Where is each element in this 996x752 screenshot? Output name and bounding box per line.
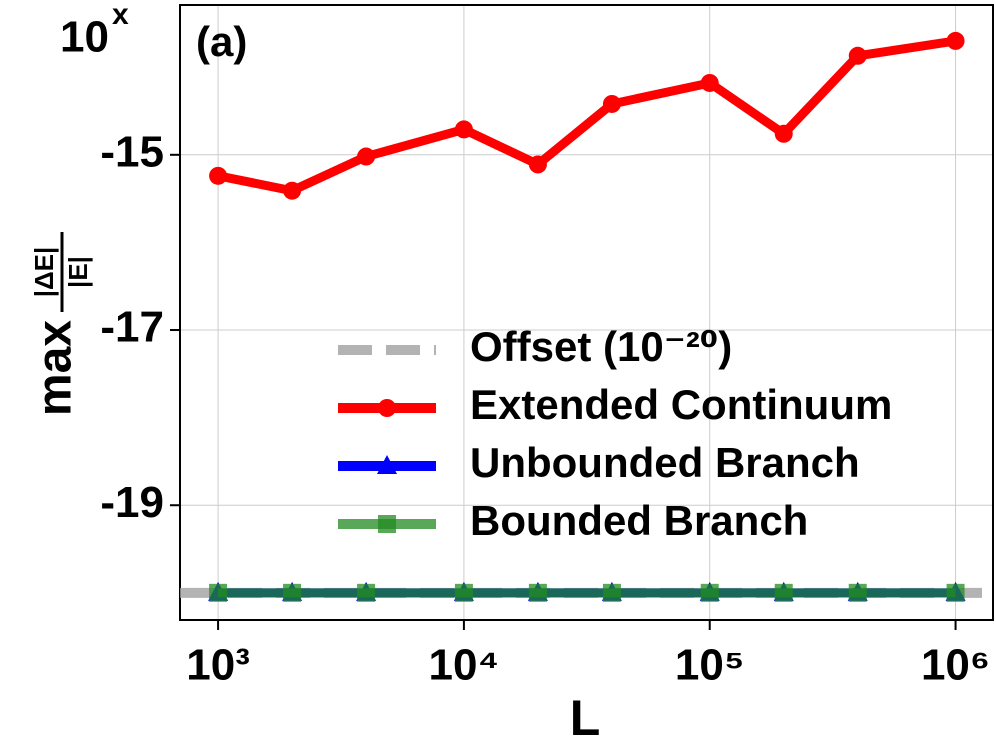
data-point <box>528 583 547 602</box>
data-point <box>774 583 793 602</box>
x-tick-label: 10⁵ <box>675 641 745 690</box>
legend-marker <box>377 455 397 474</box>
series-line <box>217 36 957 196</box>
x-tick-label: 10⁴ <box>429 641 500 690</box>
data-point <box>602 583 621 602</box>
x-tick-label: 10³ <box>186 641 250 690</box>
data-point <box>848 46 867 65</box>
data-point <box>602 94 621 113</box>
y-label-text: max <box>29 320 82 416</box>
annotation: (a) <box>196 18 247 65</box>
y-tick-label: -19 <box>100 478 164 527</box>
data-point <box>454 583 473 602</box>
y-label-denominator: |E| <box>63 256 93 288</box>
legend-marker <box>378 515 396 533</box>
data-point <box>528 155 547 174</box>
y-label-numerator: |ΔE| <box>29 247 59 298</box>
y-tick-label: -17 <box>100 303 164 352</box>
legend: Offset (10⁻²⁰) Extended Continuum Unbounde… <box>338 323 892 544</box>
data-point <box>209 583 228 602</box>
data-point <box>700 583 719 602</box>
data-point <box>209 166 228 185</box>
data-point <box>454 120 473 139</box>
data-point <box>357 583 376 602</box>
data-point <box>946 31 965 50</box>
legend-label: Extended Continuum <box>470 381 892 428</box>
data-point <box>946 583 965 602</box>
x-axis-label: L <box>570 690 601 746</box>
legend-label: Unbounded Branch <box>470 439 860 486</box>
data-point <box>357 147 376 166</box>
data-point <box>700 73 719 92</box>
legend-label: Offset (10⁻²⁰) <box>470 323 732 370</box>
data-point <box>283 181 302 200</box>
legend-label: Bounded Branch <box>470 497 808 544</box>
y-axis-label: max |ΔE| |E| <box>29 232 93 416</box>
data-point <box>848 583 867 602</box>
y-tick-label: -15 <box>100 127 164 176</box>
data-point <box>774 124 793 143</box>
data-point <box>283 583 302 602</box>
y-base: 10 <box>60 13 109 62</box>
plot-frame <box>179 4 994 621</box>
legend-marker <box>378 399 396 417</box>
x-tick-label: 10⁶ <box>921 641 990 690</box>
y-base-exponent: x <box>112 0 129 31</box>
